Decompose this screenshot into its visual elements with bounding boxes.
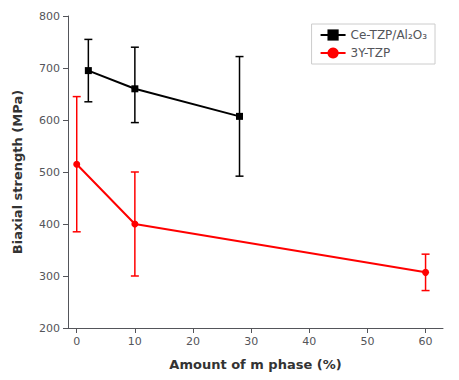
svg-text:40: 40 <box>302 335 316 348</box>
svg-text:600: 600 <box>39 114 60 127</box>
svg-text:800: 800 <box>39 10 60 23</box>
svg-text:30: 30 <box>244 335 258 348</box>
svg-text:700: 700 <box>39 62 60 75</box>
svg-text:50: 50 <box>360 335 374 348</box>
svg-text:500: 500 <box>39 166 60 179</box>
svg-text:20: 20 <box>186 335 200 348</box>
svg-text:60: 60 <box>419 335 433 348</box>
svg-text:400: 400 <box>39 218 60 231</box>
svg-text:Ce-TZP/Al₂O₃: Ce-TZP/Al₂O₃ <box>351 28 428 42</box>
svg-text:Biaxial strength (MPa): Biaxial strength (MPa) <box>10 90 25 254</box>
svg-text:3Y-TZP: 3Y-TZP <box>351 46 391 60</box>
svg-text:10: 10 <box>128 335 142 348</box>
svg-text:0: 0 <box>73 335 80 348</box>
svg-text:Amount of m phase (%): Amount of m phase (%) <box>169 357 341 372</box>
svg-text:200: 200 <box>39 322 60 335</box>
svg-text:300: 300 <box>39 270 60 283</box>
